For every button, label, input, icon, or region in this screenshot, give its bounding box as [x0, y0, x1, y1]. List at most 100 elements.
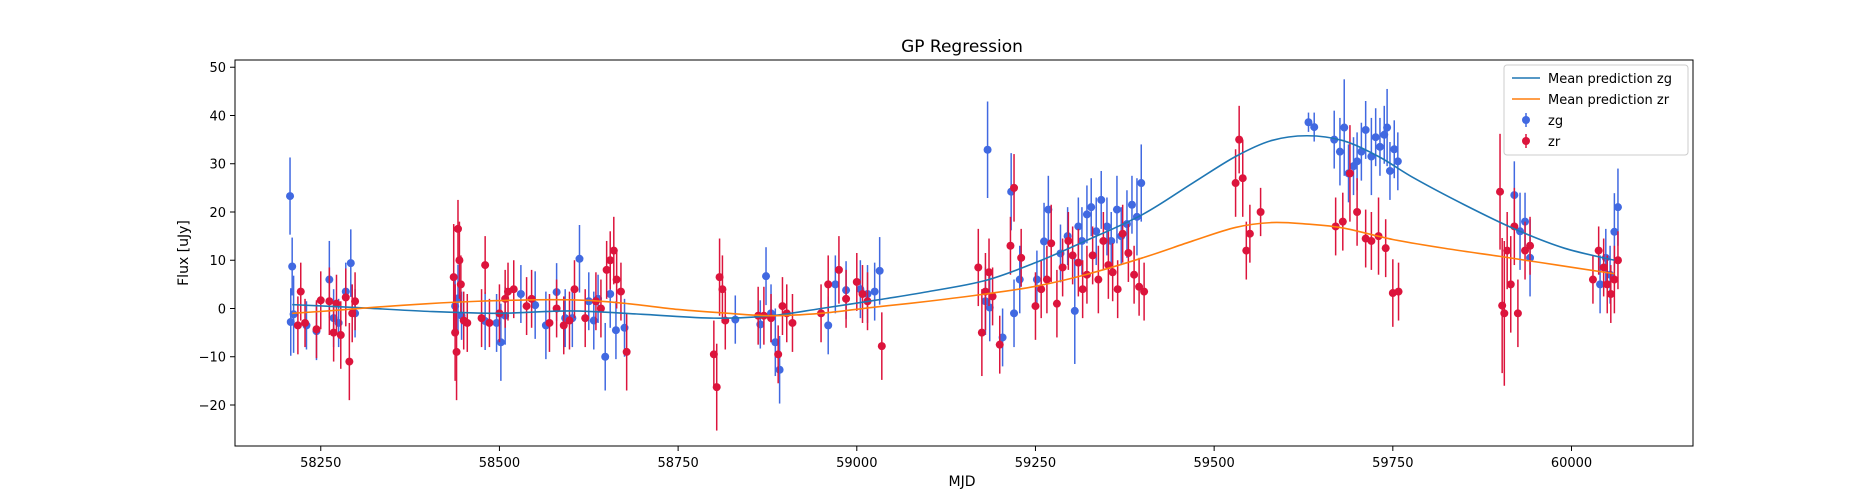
- legend-label: zg: [1548, 114, 1563, 129]
- zg-data-point: [1015, 275, 1024, 284]
- zr-data-point: [451, 328, 460, 337]
- zr-data-point: [456, 280, 465, 289]
- zr-data-point: [858, 290, 867, 299]
- y-tick-label: −10: [199, 351, 226, 366]
- zg-data-point: [1390, 145, 1399, 154]
- zr-data-point: [1513, 309, 1522, 318]
- zr-data-point: [1496, 187, 1505, 196]
- zg-data-point: [531, 301, 540, 310]
- zr-data-point: [522, 302, 531, 311]
- zr-data-point: [559, 321, 568, 330]
- zg-data-point: [286, 192, 295, 201]
- zr-data-point: [477, 314, 486, 323]
- zr-data-point: [1231, 179, 1240, 188]
- zg-data-point: [492, 318, 501, 327]
- zg-data-point: [611, 326, 620, 335]
- zr-data-point: [581, 314, 590, 323]
- zr-data-point: [1113, 285, 1122, 294]
- zg-data-point: [985, 303, 994, 312]
- zg-data-point: [1353, 157, 1362, 166]
- zr-data-point: [718, 285, 727, 294]
- legend-box: [1503, 64, 1689, 156]
- zr-data-point: [1506, 280, 1515, 289]
- plot-frame: [234, 59, 1694, 447]
- mean-prediction-line-zg: [292, 134, 1615, 319]
- zr-data-point: [1613, 256, 1622, 265]
- zg-data-point: [875, 266, 884, 275]
- zg-data-point: [1087, 203, 1096, 212]
- mean-prediction-line-zr: [292, 221, 1615, 317]
- zr-data-point: [842, 294, 851, 303]
- zr-data-point: [1606, 290, 1615, 299]
- zr-data-point: [1353, 207, 1362, 216]
- zr-data-point: [1010, 183, 1019, 192]
- zr-data-point: [452, 347, 461, 356]
- zr-data-point: [1345, 169, 1354, 178]
- zr-data-point: [1130, 270, 1139, 279]
- zr-data-point: [565, 316, 574, 325]
- zg-data-point: [289, 310, 298, 319]
- zg-data-point: [1010, 309, 1019, 318]
- y-tick-label: 10: [209, 254, 226, 269]
- zr-data-point: [774, 350, 783, 359]
- zr-data-point: [1521, 246, 1530, 255]
- zg-data-point: [1613, 203, 1622, 212]
- zg-data-point: [762, 272, 771, 281]
- zg-data-point: [516, 290, 525, 299]
- x-tick-label: 59000: [836, 456, 877, 471]
- zr-data-point: [1235, 135, 1244, 144]
- zg-data-point: [286, 317, 295, 326]
- zr-data-point: [1042, 275, 1051, 284]
- y-tick-label: 30: [209, 158, 226, 173]
- zg-data-point: [824, 321, 833, 330]
- x-tick-label: 60000: [1551, 456, 1592, 471]
- x-tick-label: 58750: [657, 456, 698, 471]
- zr-data-point: [336, 331, 345, 340]
- zr-data-point: [1074, 258, 1083, 267]
- zr-data-point: [974, 263, 983, 272]
- zg-data-point: [771, 338, 780, 347]
- zg-data-point: [870, 287, 879, 296]
- legend-marker-swatch: [1522, 116, 1530, 124]
- zg-data-point: [1385, 166, 1394, 175]
- zg-data-point: [496, 338, 505, 347]
- zr-data-point: [1238, 174, 1247, 183]
- zr-data-point: [296, 287, 305, 296]
- zg-data-point: [1107, 236, 1116, 245]
- zr-data-point: [1017, 253, 1026, 262]
- zr-data-point: [778, 302, 787, 311]
- zr-data-point: [1242, 246, 1251, 255]
- zr-data-point: [596, 304, 605, 313]
- zr-data-point: [301, 318, 310, 327]
- zr-data-point: [509, 285, 518, 294]
- zr-data-point: [977, 328, 986, 337]
- x-tick-label: 58500: [479, 456, 520, 471]
- zr-data-point: [988, 292, 997, 301]
- zr-data-point: [351, 297, 360, 306]
- zr-data-point: [341, 293, 350, 302]
- y-tick-label: 0: [218, 302, 226, 317]
- zr-data-point: [1338, 217, 1347, 226]
- zg-data-point: [731, 315, 740, 324]
- zr-data-point: [834, 265, 843, 274]
- zr-data-point: [345, 357, 354, 366]
- x-tick-label: 59250: [1015, 456, 1056, 471]
- zr-data-point: [1140, 287, 1149, 296]
- zg-data-point: [1375, 142, 1384, 151]
- zg-data-point: [1044, 205, 1053, 214]
- plot-area: [286, 79, 1622, 431]
- zr-data-point: [527, 294, 536, 303]
- zg-data-point: [1102, 222, 1111, 231]
- zr-data-point: [609, 246, 618, 255]
- zr-data-point: [1526, 241, 1535, 250]
- zg-data-point: [831, 280, 840, 289]
- legend-label: zr: [1548, 135, 1561, 150]
- zg-data-point: [1393, 157, 1402, 166]
- zr-data-point: [481, 261, 490, 270]
- zr-data-point: [1610, 275, 1619, 284]
- zg-data-point: [1383, 123, 1392, 132]
- zr-data-point: [485, 318, 494, 327]
- zr-data-point: [1068, 251, 1077, 260]
- zg-data-point: [288, 262, 297, 271]
